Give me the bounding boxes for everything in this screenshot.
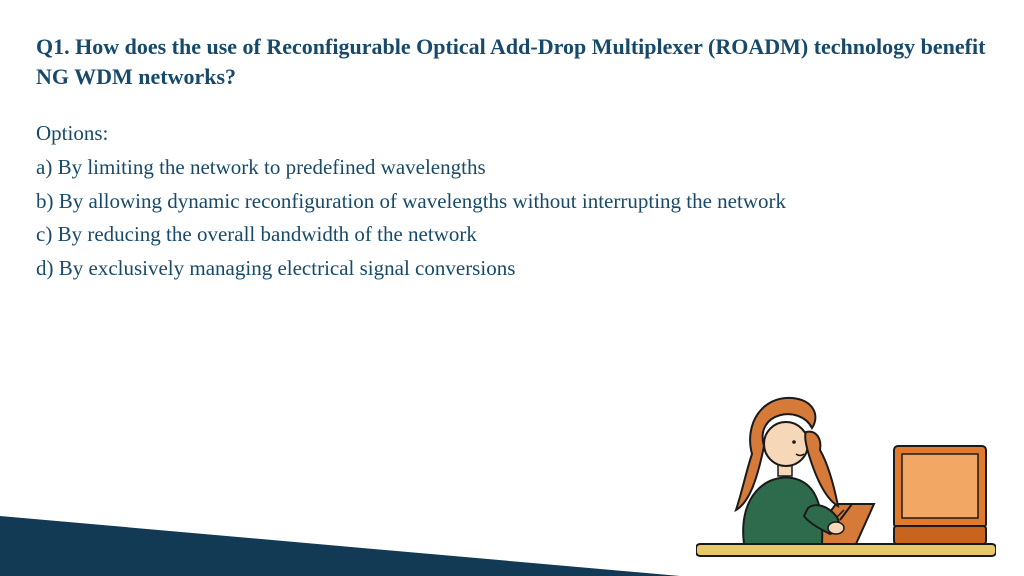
option-b: b) By allowing dynamic reconfiguration o…: [36, 185, 988, 219]
slide: Q1. How does the use of Reconfigurable O…: [0, 0, 1024, 576]
monitor-screen: [902, 454, 978, 518]
content-area: Q1. How does the use of Reconfigurable O…: [36, 32, 988, 285]
triangle-shape: [0, 516, 680, 576]
options-label: Options:: [36, 117, 988, 151]
monitor-base: [894, 526, 986, 544]
desk: [696, 544, 996, 556]
question-text: Q1. How does the use of Reconfigurable O…: [36, 32, 988, 91]
eye: [792, 440, 796, 444]
head: [764, 422, 808, 466]
person-at-desk-illustration: [696, 376, 996, 566]
option-a: a) By limiting the network to predefined…: [36, 151, 988, 185]
option-d: d) By exclusively managing electrical si…: [36, 252, 988, 286]
option-c: c) By reducing the overall bandwidth of …: [36, 218, 988, 252]
hand: [828, 522, 844, 534]
